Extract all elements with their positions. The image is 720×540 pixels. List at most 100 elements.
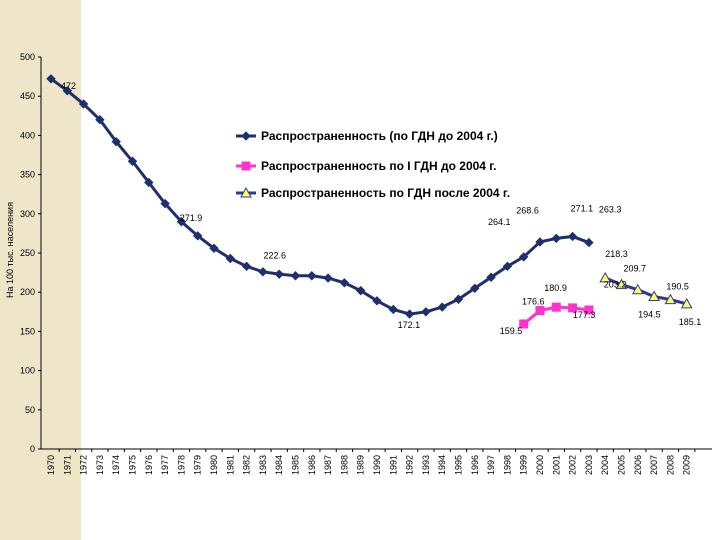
- data-point: [535, 237, 545, 247]
- data-label: 222.6: [264, 251, 287, 261]
- series-group: [46, 74, 693, 329]
- data-point: [372, 296, 382, 306]
- data-label: 172.1: [398, 320, 421, 330]
- x-tick-label: 1986: [307, 455, 317, 475]
- x-tick-label: 2001: [551, 455, 561, 475]
- y-tick-label: 500: [20, 52, 35, 62]
- x-tick-label: 1976: [144, 455, 154, 475]
- x-tick-label: 2009: [682, 455, 692, 475]
- x-tick-label: 1994: [437, 455, 447, 475]
- data-point: [453, 294, 464, 304]
- x-tick-label: 1978: [176, 455, 186, 475]
- data-labels: 472 271.9 222.6 172.1 264.1 268.6 271.1 263.3 15…: [61, 81, 701, 336]
- data-label: 185.1: [679, 317, 702, 327]
- x-tick-label: 1996: [470, 455, 480, 475]
- data-point: [648, 290, 660, 302]
- data-point: [584, 237, 594, 248]
- data-point: [568, 303, 578, 313]
- data-point: [78, 99, 89, 109]
- legend-item: Распространенность (по ГДН до 2004 г.): [236, 129, 498, 143]
- y-tick-label: 350: [20, 170, 35, 180]
- x-tick-label: 2004: [600, 455, 610, 475]
- data-point: [62, 86, 73, 96]
- x-tick-label: 1983: [258, 455, 268, 475]
- x-tick-label: 1981: [225, 455, 235, 475]
- data-point: [111, 136, 121, 147]
- data-point: [599, 271, 612, 283]
- data-point: [502, 261, 513, 272]
- legend-label: Распространенность по ГДН после 2004 г.: [261, 186, 510, 200]
- data-point: [241, 261, 252, 272]
- x-tick-label: 1998: [502, 455, 512, 475]
- x-tick-label: 2005: [617, 455, 627, 475]
- y-axis-label: На 100 тыс. населения: [5, 202, 15, 298]
- data-point: [664, 293, 677, 305]
- data-point: [274, 269, 284, 279]
- y-tick-label: 300: [20, 209, 35, 219]
- x-tick-label: 1990: [372, 455, 382, 475]
- y-tick-label: 50: [25, 405, 35, 415]
- data-point: [290, 271, 301, 281]
- x-tick-label: 1970: [46, 455, 56, 475]
- data-point: [144, 177, 154, 188]
- data-label: 190.5: [666, 282, 689, 292]
- x-tick-label: 1989: [356, 455, 366, 475]
- data-point: [355, 285, 366, 296]
- data-point: [437, 302, 447, 312]
- x-tick-label: 1984: [274, 455, 284, 475]
- data-point: [192, 231, 203, 241]
- data-point: [323, 273, 333, 283]
- data-label: 218.3: [605, 249, 628, 259]
- data-point: [127, 156, 138, 166]
- x-tick-label: 1982: [242, 455, 252, 475]
- data-point: [176, 216, 187, 227]
- y-tick-label: 200: [20, 287, 35, 297]
- data-point: [486, 272, 496, 283]
- data-label: 176.6: [522, 297, 545, 307]
- x-tick-label: 1973: [95, 455, 105, 475]
- data-label: 268.6: [516, 205, 539, 215]
- data-point: [307, 271, 317, 281]
- x-tick-label: 2007: [649, 455, 659, 475]
- x-tick-label: 2008: [665, 455, 675, 475]
- x-tick-label: 2006: [633, 455, 643, 475]
- y-tick-label: 450: [20, 91, 35, 101]
- y-tick-label: 150: [20, 326, 35, 336]
- data-point: [339, 278, 350, 288]
- x-tick-label: 1993: [421, 455, 431, 475]
- x-tick-label: 1979: [193, 455, 203, 475]
- data-label: 271.1: [571, 203, 594, 213]
- y-tick-label: 250: [20, 248, 35, 258]
- x-tick-label: 1977: [160, 455, 170, 475]
- legend-label: Распространенность по I ГДН до 2004 г.: [261, 159, 496, 173]
- y-tick-labels: 0 50 100 150 200 250 300 350 400 450 500: [20, 52, 41, 454]
- legend-marker: [241, 131, 251, 141]
- data-label: 271.9: [180, 213, 203, 223]
- x-tick-label: 1972: [79, 455, 89, 475]
- x-tick-label: 2002: [568, 455, 578, 475]
- legend-item: Распространенность по I ГДН до 2004 г.: [236, 159, 496, 173]
- series-3: [599, 271, 693, 309]
- data-point: [404, 309, 415, 319]
- data-label: 180.9: [544, 283, 567, 293]
- x-tick-label: 1988: [339, 455, 349, 475]
- data-label: 194.5: [638, 310, 661, 320]
- data-point: [680, 297, 693, 309]
- x-tick-labels: 1970 1971 1972 1973 1974 1975 1976 1977 1978 1979…: [46, 449, 696, 475]
- data-point: [258, 267, 268, 277]
- x-tick-label: 1987: [323, 455, 333, 475]
- x-tick-label: 1999: [519, 455, 529, 475]
- x-tick-label: 1991: [388, 455, 398, 475]
- x-tick-label: 2000: [535, 455, 545, 475]
- data-point: [535, 306, 545, 316]
- data-point: [519, 319, 529, 329]
- x-tick-label: 1995: [454, 455, 464, 475]
- data-point: [225, 253, 236, 264]
- series-line: [50, 77, 590, 316]
- legend-marker: [240, 186, 252, 198]
- x-tick-label: 1985: [291, 455, 301, 475]
- data-label: 264.1: [488, 217, 511, 227]
- data-point: [46, 74, 56, 84]
- x-tick-label: 1980: [209, 455, 219, 475]
